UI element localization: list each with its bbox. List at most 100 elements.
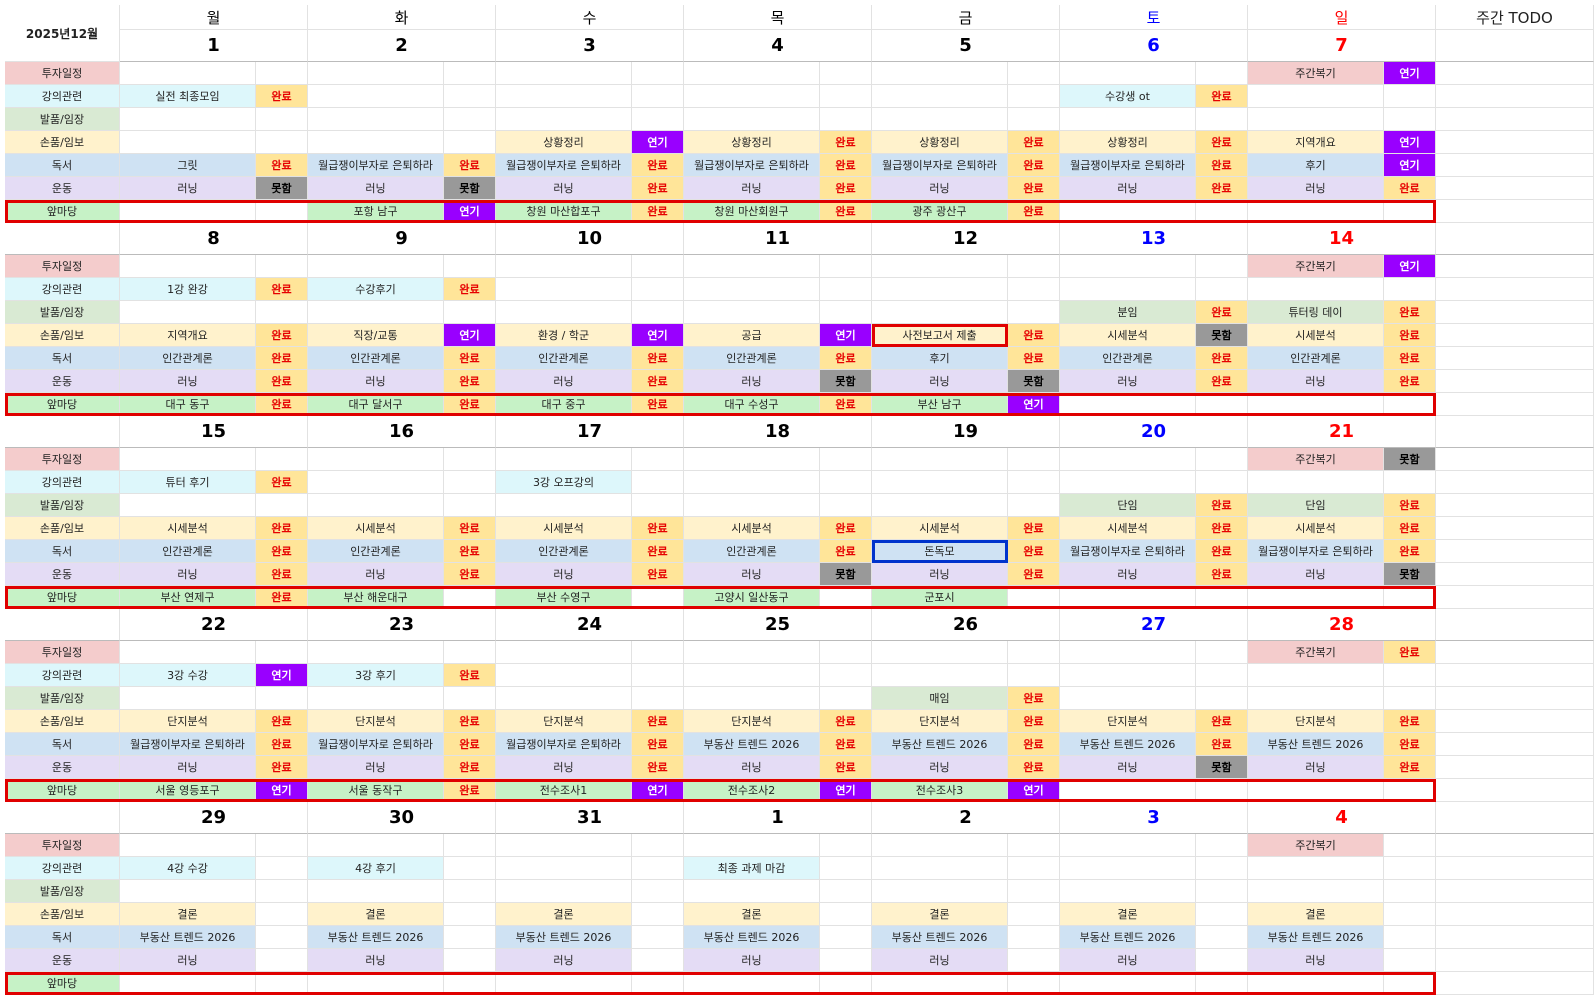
status-cell: 완료 [444, 540, 496, 563]
status-cell [1196, 200, 1248, 223]
status-cell [1384, 880, 1436, 903]
status-cell [1008, 62, 1060, 85]
status-cell [632, 903, 684, 926]
task-cell: 러닝 [684, 370, 820, 393]
status-cell [632, 448, 684, 471]
category-label: 운동 [5, 756, 120, 779]
status-cell [444, 834, 496, 857]
task-cell: 수강후기 [308, 278, 444, 301]
status-cell: 완료 [1008, 687, 1060, 710]
status-cell [1196, 471, 1248, 494]
status-cell [1384, 393, 1436, 416]
task-cell [120, 255, 256, 278]
status-cell: 완료 [632, 370, 684, 393]
date: 22 [120, 609, 308, 641]
status-cell [256, 926, 308, 949]
status-cell [820, 301, 872, 324]
task-cell [1248, 471, 1384, 494]
task-cell: 전수조사2 [684, 779, 820, 802]
task-cell [1060, 687, 1196, 710]
status-cell: 완료 [1008, 540, 1060, 563]
task-cell [496, 255, 632, 278]
date-corner [5, 609, 120, 641]
task-cell [684, 448, 820, 471]
status-cell: 완료 [820, 756, 872, 779]
status-cell: 완료 [1196, 154, 1248, 177]
category-label: 강의관련 [5, 857, 120, 880]
task-cell: 사전보고서 제출 [872, 324, 1008, 347]
task-cell: 공급 [684, 324, 820, 347]
status-cell [256, 200, 308, 223]
task-cell [308, 834, 444, 857]
task-cell: 부동산 트렌드 2026 [1248, 733, 1384, 756]
task-cell: 러닝 [872, 756, 1008, 779]
status-cell [1196, 108, 1248, 131]
task-cell: 러닝 [1248, 177, 1384, 200]
status-cell: 완료 [444, 154, 496, 177]
status-cell: 완료 [1008, 154, 1060, 177]
status-cell [1008, 664, 1060, 687]
status-cell: 완료 [256, 563, 308, 586]
day-name: 화 [308, 5, 496, 30]
date-corner [5, 223, 120, 255]
status-cell: 못함 [256, 177, 308, 200]
status-cell [1008, 641, 1060, 664]
status-cell: 완료 [1384, 177, 1436, 200]
task-cell: 환경 / 학군 [496, 324, 632, 347]
category-label: 투자일정 [5, 448, 120, 471]
date: 27 [1060, 609, 1248, 641]
task-cell: 전수조사3 [872, 779, 1008, 802]
task-cell: 단지분석 [496, 710, 632, 733]
status-cell: 완료 [1196, 347, 1248, 370]
task-cell: 러닝 [496, 756, 632, 779]
task-cell [120, 972, 256, 995]
task-cell [872, 62, 1008, 85]
todo-cell [1436, 278, 1594, 301]
task-cell: 러닝 [684, 563, 820, 586]
task-cell [1060, 278, 1196, 301]
task-cell: 결론 [684, 903, 820, 926]
task-cell: 단지분석 [308, 710, 444, 733]
category-label: 손품/임보 [5, 131, 120, 154]
status-cell [1196, 664, 1248, 687]
status-cell: 완료 [820, 347, 872, 370]
status-cell: 완료 [632, 177, 684, 200]
status-cell: 완료 [1384, 710, 1436, 733]
status-cell: 완료 [820, 154, 872, 177]
status-cell [632, 85, 684, 108]
todo-cell [1436, 324, 1594, 347]
date: 30 [308, 802, 496, 834]
status-cell [632, 949, 684, 972]
task-cell: 부동산 트렌드 2026 [684, 733, 820, 756]
status-cell [1196, 255, 1248, 278]
status-cell: 완료 [632, 200, 684, 223]
todo-cell [1436, 347, 1594, 370]
status-cell: 완료 [1008, 563, 1060, 586]
task-cell: 1강 완강 [120, 278, 256, 301]
task-cell [1248, 200, 1384, 223]
status-cell [820, 641, 872, 664]
task-cell [120, 494, 256, 517]
task-cell [308, 301, 444, 324]
date: 19 [872, 416, 1060, 448]
task-cell [308, 471, 444, 494]
status-cell: 완료 [1384, 494, 1436, 517]
task-cell [872, 301, 1008, 324]
task-cell [496, 301, 632, 324]
task-cell: 4강 수강 [120, 857, 256, 880]
status-cell [632, 301, 684, 324]
task-cell [120, 834, 256, 857]
task-cell [308, 62, 444, 85]
status-cell: 완료 [256, 278, 308, 301]
date: 11 [684, 223, 872, 255]
task-cell [872, 278, 1008, 301]
task-cell: 러닝 [308, 756, 444, 779]
task-cell: 시세분석 [120, 517, 256, 540]
status-cell [1196, 641, 1248, 664]
status-cell [1196, 880, 1248, 903]
status-cell [1008, 278, 1060, 301]
task-cell: 인간관계론 [684, 347, 820, 370]
status-cell [632, 471, 684, 494]
status-cell [820, 108, 872, 131]
category-label: 강의관련 [5, 278, 120, 301]
